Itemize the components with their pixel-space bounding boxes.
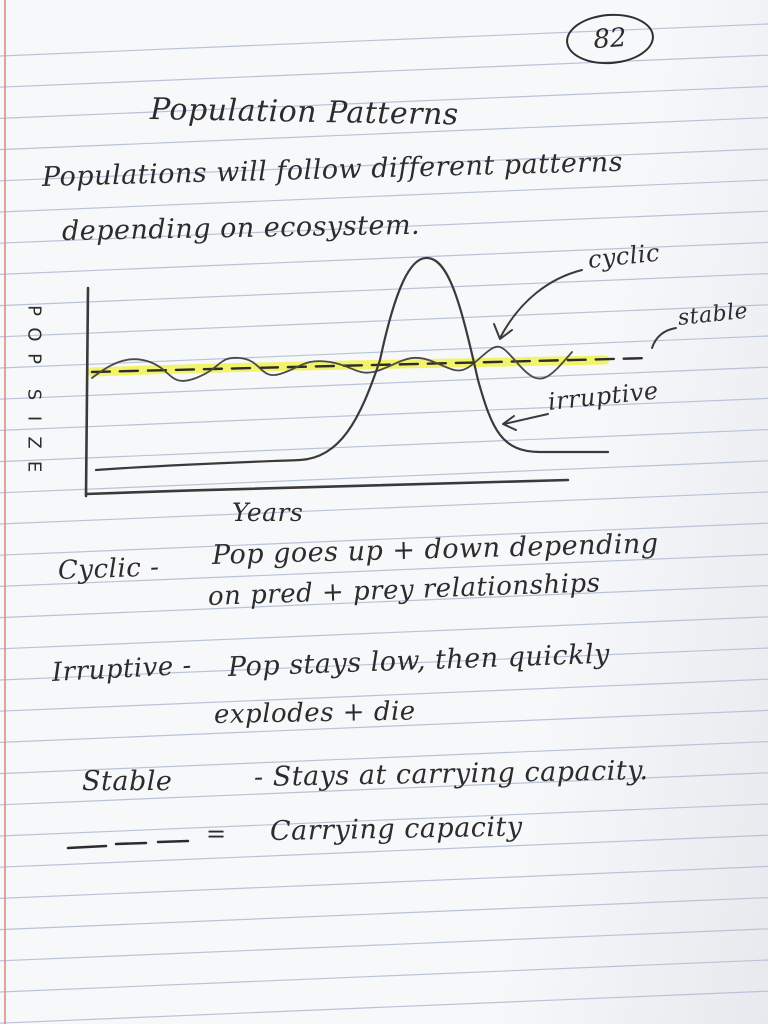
ruled-line bbox=[0, 616, 768, 650]
cyclic-arrow-head bbox=[493, 323, 513, 340]
y-axis-letter: P bbox=[23, 353, 45, 364]
ruled-line bbox=[0, 54, 768, 88]
irruptive-arrow bbox=[503, 413, 549, 425]
ruled-line bbox=[0, 491, 768, 525]
y-axis-letter: E bbox=[23, 460, 45, 473]
y-axis-letter: P bbox=[23, 305, 45, 316]
ruled-line bbox=[0, 429, 768, 463]
ruled-line bbox=[0, 678, 768, 712]
legend-text: Carrying capacity bbox=[269, 811, 523, 847]
ruled-line bbox=[0, 335, 768, 369]
ruled-line bbox=[0, 522, 768, 556]
y-axis-letter: O bbox=[23, 327, 45, 342]
ruled-line bbox=[0, 241, 768, 275]
ruled-line bbox=[0, 117, 768, 151]
legend-equals: = bbox=[206, 820, 227, 848]
ruled-line bbox=[0, 928, 768, 962]
ruled-line bbox=[0, 834, 768, 868]
definition-irruptive-line-2: explodes + die bbox=[213, 696, 416, 730]
ruled-line bbox=[0, 210, 768, 244]
ruled-line bbox=[0, 23, 768, 57]
ruled-line bbox=[0, 273, 768, 307]
ruled-line bbox=[0, 148, 768, 182]
ruled-line bbox=[0, 553, 768, 587]
irruptive-arrow-head bbox=[502, 415, 517, 431]
ruled-line bbox=[0, 803, 768, 837]
population-graph bbox=[84, 256, 677, 498]
ruled-line bbox=[0, 647, 768, 681]
irruptive-line bbox=[94, 256, 610, 472]
page-number-circle: 82 bbox=[564, 10, 656, 68]
cyclic-line bbox=[91, 345, 573, 382]
definition-term-cyclic: Cyclic - bbox=[57, 552, 160, 586]
ruled-line bbox=[0, 959, 768, 993]
x-axis-label: Years bbox=[232, 498, 304, 527]
definition-term-stable: Stable bbox=[82, 766, 173, 797]
page-title: Population Patterns bbox=[149, 92, 460, 133]
x-axis bbox=[84, 478, 570, 496]
ruled-line bbox=[0, 366, 768, 400]
page-number: 82 bbox=[592, 22, 628, 56]
ruled-line bbox=[0, 772, 768, 806]
y-axis bbox=[84, 286, 90, 498]
ruled-line bbox=[0, 585, 768, 619]
ruled-line bbox=[0, 741, 768, 775]
ruled-line bbox=[0, 865, 768, 899]
ruled-line bbox=[0, 85, 768, 119]
stable-arrow bbox=[651, 327, 677, 349]
ruled-line bbox=[0, 990, 768, 1024]
ruled-line bbox=[0, 304, 768, 338]
legend-dashed-line bbox=[66, 839, 190, 850]
ruled-line bbox=[0, 179, 768, 213]
ruled-line bbox=[0, 460, 768, 494]
cyclic-arrow bbox=[499, 269, 583, 339]
y-axis-letter: S bbox=[23, 388, 45, 401]
ruled-line bbox=[0, 897, 768, 931]
y-axis-letter: Z bbox=[23, 436, 45, 449]
ruled-line bbox=[0, 397, 768, 431]
ruled-line bbox=[0, 709, 768, 743]
y-axis-letter: I bbox=[23, 415, 45, 422]
